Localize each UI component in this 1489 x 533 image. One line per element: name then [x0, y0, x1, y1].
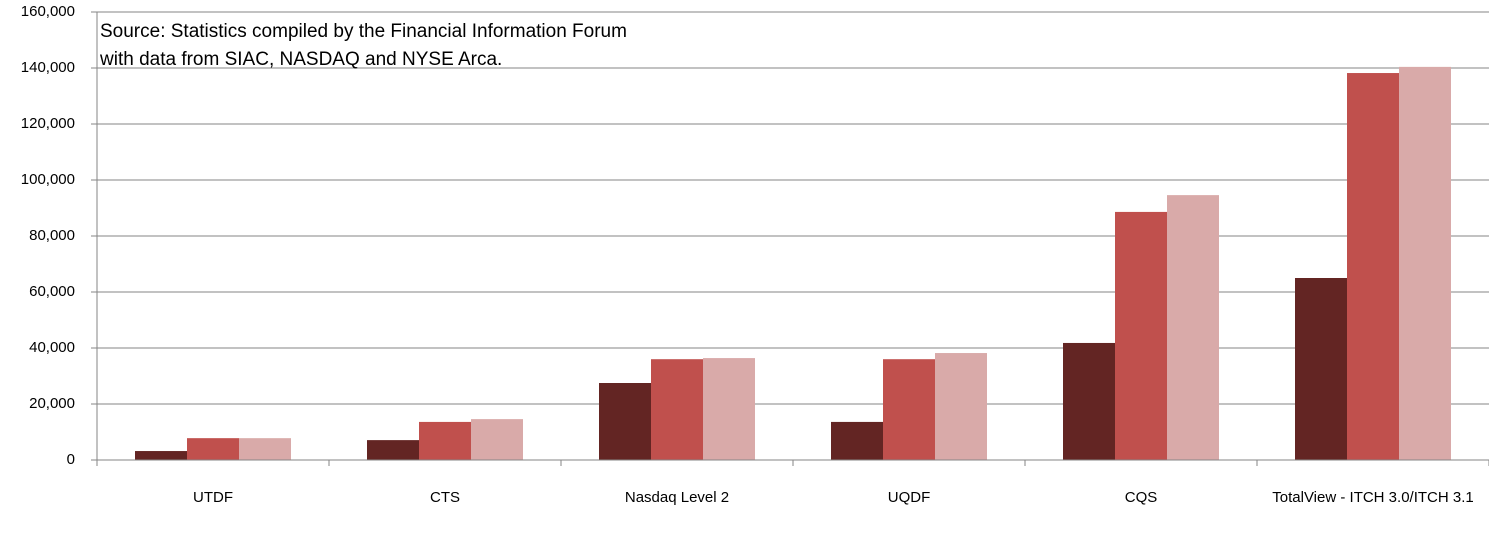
annotation-box: [98, 13, 753, 67]
bar: [1167, 195, 1219, 460]
bar: [239, 438, 291, 460]
y-tick-label: 60,000: [29, 283, 75, 300]
x-tick-label: Nasdaq Level 2: [624, 489, 730, 506]
annotation: Source: Statistics compiled by the Finan…: [100, 21, 627, 42]
bar: [367, 440, 419, 460]
y-tick-label: 160,000: [21, 3, 75, 20]
bar: [1347, 73, 1399, 460]
y-tick-label: 140,000: [21, 59, 75, 76]
y-tick-label: 0: [67, 451, 75, 468]
bar: [651, 359, 703, 460]
x-tick-label: UQDF: [887, 489, 931, 506]
bar: [1115, 211, 1167, 460]
bar: [1063, 342, 1115, 460]
y-tick-label: 80,000: [29, 227, 75, 244]
bar: [187, 438, 239, 460]
bar: [831, 421, 883, 460]
y-tick-label: 120,000: [21, 115, 75, 132]
x-tick-label: CQS: [1124, 489, 1158, 506]
bar: [935, 353, 987, 460]
bar: [703, 358, 755, 460]
bar: [471, 419, 523, 460]
bar: [419, 421, 471, 460]
bar: [135, 451, 187, 460]
y-tick-label: 20,000: [29, 395, 75, 412]
bar: [883, 359, 935, 460]
x-tick-label: CTS: [430, 489, 460, 506]
x-tick-label: TotalView - ITCH 3.0/ITCH 3.1: [1272, 489, 1474, 506]
bar: [1295, 278, 1347, 460]
bar: [599, 383, 651, 460]
bar: [1399, 66, 1451, 460]
annotation: with data from SIAC, NASDAQ and NYSE Arc…: [99, 49, 502, 70]
y-tick-label: 100,000: [21, 171, 75, 188]
x-tick-label: UTDF: [193, 489, 233, 506]
y-tick-label: 40,000: [29, 339, 75, 356]
